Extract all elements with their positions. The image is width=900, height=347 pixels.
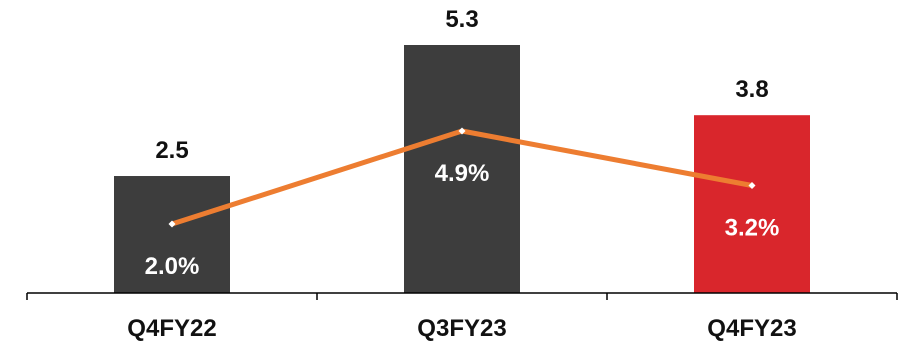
- labels-group: 2.5 5.3 3.8 2.0% 4.9% 3.2%: [145, 6, 780, 280]
- line-value-label: 2.0%: [145, 253, 200, 280]
- bar-q4fy23: [694, 115, 810, 293]
- line-point-marker: [168, 220, 176, 228]
- bar-q3fy23: [404, 45, 520, 293]
- line-value-label: 3.2%: [725, 215, 780, 242]
- x-tick-label: Q3FY23: [417, 315, 506, 342]
- bar-value-label: 5.3: [445, 6, 478, 33]
- line-series-group: [168, 127, 756, 228]
- line-point-marker: [748, 182, 756, 190]
- line-point-marker: [458, 127, 466, 135]
- x-tick-label: Q4FY22: [127, 315, 216, 342]
- line-value-label: 4.9%: [435, 160, 490, 187]
- bar-q4fy22: [114, 176, 230, 293]
- bar-value-label: 2.5: [155, 137, 188, 164]
- bars-group: [114, 45, 810, 293]
- x-axis: Q4FY22 Q3FY23 Q4FY23: [26, 292, 898, 342]
- x-tick-label: Q4FY23: [707, 315, 796, 342]
- bar-value-label: 3.8: [735, 76, 768, 103]
